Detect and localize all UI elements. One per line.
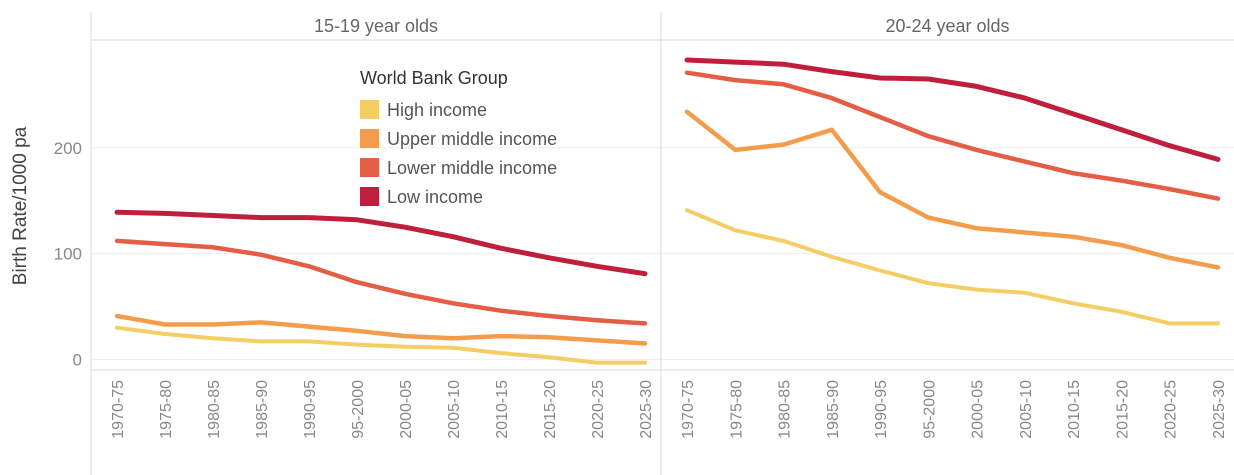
x-tick-label: 1990-95: [302, 380, 319, 439]
legend-label: Lower middle income: [387, 158, 557, 178]
legend-title: World Bank Group: [360, 68, 508, 88]
x-tick-label: 1980-85: [206, 380, 223, 439]
legend: World Bank Group High income Upper middle …: [360, 68, 557, 207]
legend-label: High income: [387, 100, 487, 120]
legend-label: Upper middle income: [387, 129, 557, 149]
x-tick-label: 1990-95: [873, 380, 890, 439]
x-tick-label: 2010-15: [1066, 380, 1083, 439]
legend-swatch: [360, 158, 379, 177]
x-tick-label: 2025-30: [1211, 380, 1228, 439]
x-tick-label: 2005-10: [1018, 380, 1035, 439]
series-line-lower-middle-income: [114, 238, 648, 326]
x-tick-label: 2025-30: [638, 380, 655, 439]
x-tick-label: 2015-20: [1114, 380, 1131, 439]
series-line-upper-middle-income: [114, 313, 648, 346]
series-line-high-income: [685, 208, 1220, 326]
x-tick-label: 1970-75: [680, 380, 697, 439]
x-tick-label: 1970-75: [110, 380, 127, 439]
x-tick-label: 1985-90: [825, 380, 842, 439]
x-tick-label: 1975-80: [728, 380, 745, 439]
x-tick-label: 2000-05: [970, 380, 987, 439]
panel-title-20-24: 20-24 year olds: [885, 16, 1009, 36]
x-tick-label: 2010-15: [494, 380, 511, 439]
x-tick-label: 1980-85: [777, 380, 794, 439]
legend-swatch: [360, 100, 379, 119]
series-line-high-income: [115, 325, 647, 365]
legend-swatch: [360, 187, 379, 206]
x-tick-label: 95-2000: [921, 380, 938, 439]
y-tick-label: 100: [54, 245, 82, 264]
legend-label: Low income: [387, 187, 483, 207]
series-line-low-income: [684, 57, 1221, 162]
y-axis-title: Birth Rate/1000 pa: [10, 126, 31, 285]
series-line-lower-middle-income: [684, 70, 1221, 201]
x-tick-label: 2015-20: [542, 380, 559, 439]
legend-swatch: [360, 129, 379, 148]
x-tick-label: 2005-10: [446, 380, 463, 439]
series-line-low-income: [114, 209, 648, 277]
x-tick-label: 2020-25: [1163, 380, 1180, 439]
y-tick-label: 200: [54, 139, 82, 158]
x-tick-label: 1985-90: [254, 380, 271, 439]
series-line-upper-middle-income: [684, 109, 1221, 270]
x-tick-label: 2020-25: [590, 380, 607, 439]
y-tick-label: 0: [73, 350, 82, 369]
panel-title-15-19: 15-19 year olds: [314, 16, 438, 36]
x-tick-label: 2000-05: [398, 380, 415, 439]
x-tick-label: 1975-80: [158, 380, 175, 439]
x-tick-label: 95-2000: [350, 380, 367, 439]
